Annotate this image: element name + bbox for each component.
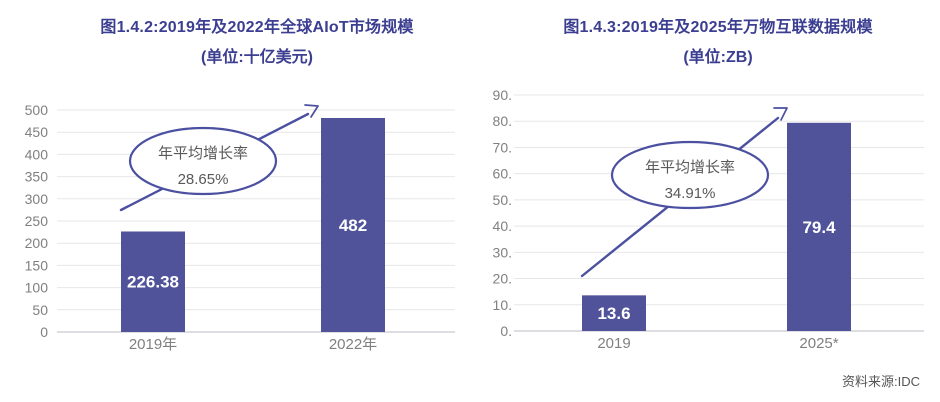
y-tick-label: 50.: [493, 192, 512, 208]
y-tick-label: 500: [25, 102, 49, 118]
chart-subtitle: (单位:十亿美元): [201, 49, 313, 66]
source-note: 资料来源:IDC: [841, 374, 920, 389]
annotation-ellipse: [610, 140, 770, 210]
annotation-line-2: 34.91%: [665, 185, 716, 202]
bar-2019: [582, 295, 646, 331]
y-tick-label: 150: [25, 257, 49, 273]
y-tick-label: 30.: [493, 244, 512, 260]
y-tick-label: 250: [25, 213, 49, 229]
bars-layer: 13.6 2019 79.4 2025*: [582, 122, 851, 352]
growth-arrowhead-icon: [773, 107, 788, 121]
growth-arrowhead-icon: [304, 104, 319, 118]
y-tick-label: 200: [25, 235, 49, 251]
x-category-label: 2019: [597, 335, 630, 352]
annotation-line-2: 28.65%: [178, 171, 229, 188]
y-tick-label: 50: [32, 302, 48, 318]
growth-annotation: 年平均增长率 28.65%: [119, 104, 319, 212]
annotation-line-1: 年平均增长率: [158, 145, 248, 162]
y-tick-label: 90.: [493, 88, 512, 103]
chart-title: 图1.4.3:2019年及2025年万物互联数据规模: [563, 19, 873, 36]
y-tick-label: 450: [25, 124, 49, 140]
chart-subtitle: (单位:ZB): [683, 49, 753, 66]
annotation-ellipse: [128, 126, 278, 196]
bar-2025*: [787, 122, 851, 331]
y-tick-label: 10.: [493, 297, 512, 313]
y-tick-label: 80.: [493, 113, 512, 129]
bar-2022年: [321, 117, 385, 332]
y-tick-label: 20.: [493, 271, 512, 287]
bar-value-label: 226.38: [127, 273, 179, 292]
bar-value-label: 482: [339, 216, 367, 235]
y-tick-label: 0.: [500, 323, 512, 339]
bar-2019年: [121, 231, 185, 332]
y-tick-label: 300: [25, 191, 49, 207]
growth-annotation: 年平均增长率 34.91%: [580, 107, 788, 278]
annotation-line-1: 年平均增长率: [645, 159, 735, 176]
bar-value-label: 13.6: [597, 304, 630, 323]
chart-title: 图1.4.2:2019年及2022年全球AIoT市场规模: [100, 19, 414, 36]
y-tick-label: 400: [25, 146, 49, 162]
bar-chart-plot: 90. 80. 70. 60. 50. 40. 30. 20. 10. 0. 13.6 2019 79…: [493, 88, 924, 352]
grid-layer: 90. 80. 70. 60. 50. 40. 30. 20. 10. 0.: [493, 88, 924, 339]
y-tick-label: 40.: [493, 218, 512, 234]
x-category-label: 2019年: [129, 336, 177, 353]
bars-layer: 226.38 2019年 482 2022年: [121, 117, 385, 353]
y-tick-label: 60.: [493, 166, 512, 182]
x-category-label: 2022年: [329, 336, 377, 353]
y-tick-label: 0: [40, 324, 48, 340]
chart-aiot-market: 图1.4.2:2019年及2022年全球AIoT市场规模 (单位:十亿美元) 5…: [25, 19, 455, 353]
x-category-label: 2025*: [799, 335, 838, 352]
y-tick-label: 350: [25, 169, 49, 185]
chart-iot-data: 图1.4.3:2019年及2025年万物互联数据规模 (单位:ZB) 90. 80…: [470, 0, 940, 402]
bar-value-label: 79.4: [802, 218, 836, 237]
y-tick-label: 70.: [493, 139, 512, 155]
y-tick-label: 100: [25, 280, 49, 296]
